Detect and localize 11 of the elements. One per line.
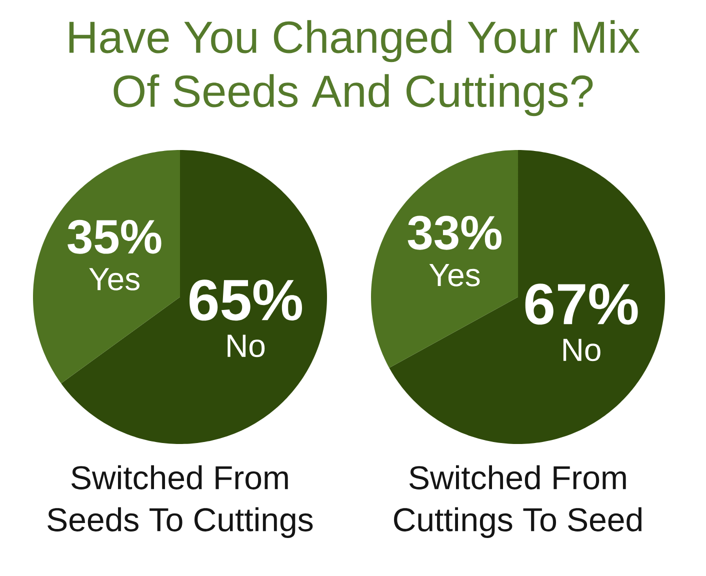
data-label: 33% [408, 216, 502, 250]
data-label: 67% [525, 284, 638, 325]
slice-label: No [228, 334, 265, 358]
slice-label: Yes [89, 268, 140, 290]
text: Switched From Cuttings To Seed [394, 465, 642, 538]
data-label: 35% [68, 220, 162, 254]
text: Switched From Seeds To Cuttings [48, 465, 313, 538]
slice-label: Yes [429, 264, 480, 286]
data-label: 65% [190, 280, 302, 321]
chart-title: Have You Changed Your Mix Of Seeds And Cuttings? [69, 20, 640, 116]
slice-label: No [563, 338, 600, 362]
